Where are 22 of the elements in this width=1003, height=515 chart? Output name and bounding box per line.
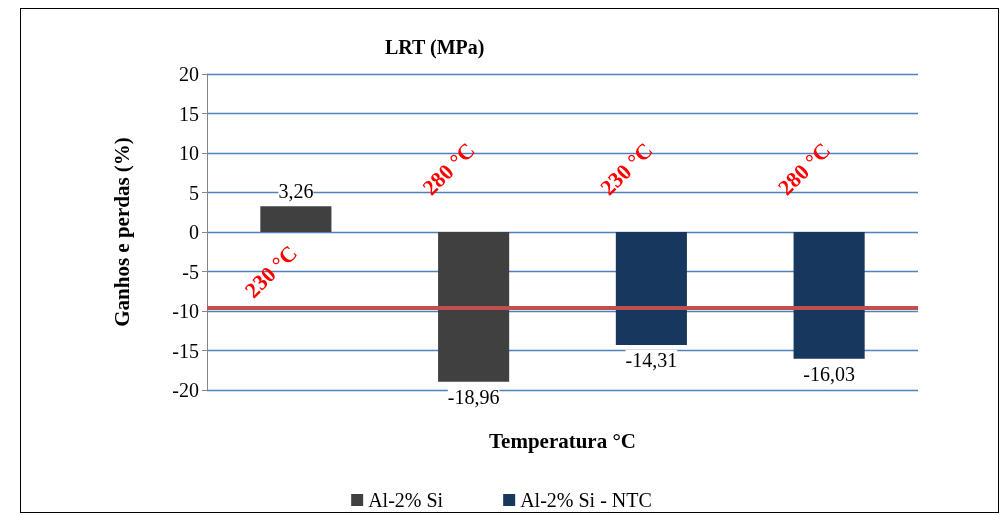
data-label: -18,96 xyxy=(447,385,500,408)
x-axis-title: Temperatura °C xyxy=(488,428,637,453)
data-label: 3,26 xyxy=(278,180,314,203)
y-tick-label: 10 xyxy=(179,142,199,164)
y-tick-label: 15 xyxy=(179,102,199,125)
y-tick-label: -15 xyxy=(172,339,199,362)
annotation: 230 °C xyxy=(239,240,303,303)
legend-label: Al-2% Si - NTC xyxy=(520,489,652,511)
y-tick-label: -10 xyxy=(172,300,199,322)
annotation: 280 °C xyxy=(772,137,836,200)
y-tick-label: 5 xyxy=(189,181,199,204)
annotation: 280 °C xyxy=(417,137,480,200)
y-tick-label: -20 xyxy=(172,379,199,401)
chart-title: LRT (MPa) xyxy=(385,36,485,59)
data-label: -16,03 xyxy=(803,362,855,385)
data-label: -14,31 xyxy=(625,349,678,372)
y-tick-label: 0 xyxy=(189,221,199,243)
legend-label: Al-2% Si xyxy=(368,489,444,511)
annotation: 230 °C xyxy=(595,137,658,200)
y-axis-title: Ganhos e perdas (%) xyxy=(109,137,134,327)
y-tick-label: -5 xyxy=(182,260,199,283)
y-tick-label: 20 xyxy=(179,63,199,85)
